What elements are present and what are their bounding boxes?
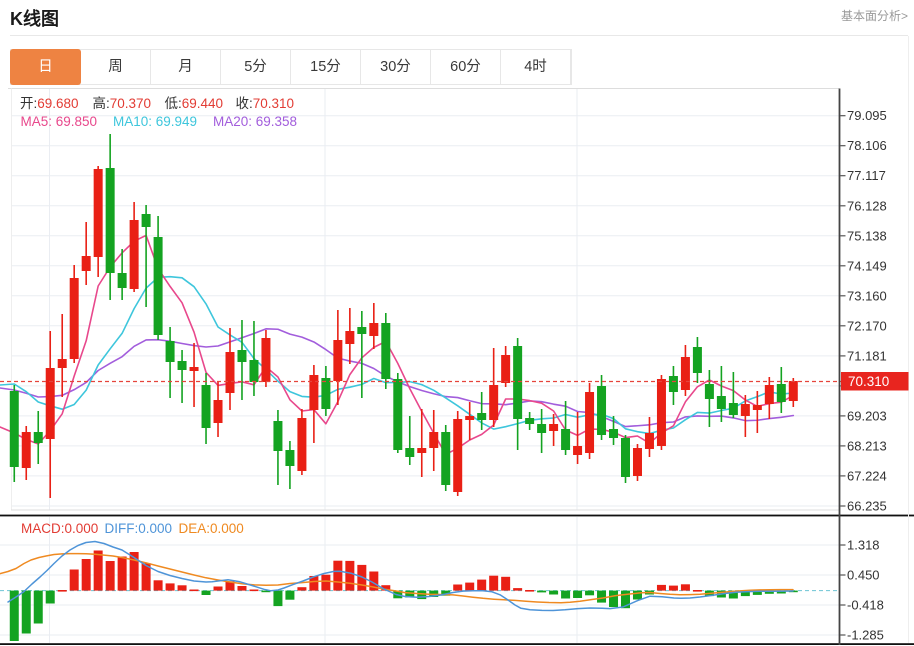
svg-text:76.128: 76.128: [847, 198, 887, 213]
svg-text:-0.418: -0.418: [847, 598, 884, 613]
svg-text:78.106: 78.106: [847, 138, 887, 153]
svg-text:MA5: 69.850: MA5: 69.850: [21, 114, 98, 129]
svg-text:DEA:0.000: DEA:0.000: [179, 521, 244, 536]
svg-text:MA20: 69.358: MA20: 69.358: [213, 114, 297, 129]
svg-text:DIFF:0.000: DIFF:0.000: [105, 521, 173, 536]
svg-text:66.235: 66.235: [847, 499, 887, 514]
svg-text:收:70.310: 收:70.310: [236, 96, 295, 111]
svg-text:0.450: 0.450: [847, 568, 880, 583]
svg-text:开:69.680: 开:69.680: [20, 96, 79, 111]
svg-text:71.181: 71.181: [847, 348, 887, 363]
svg-text:MA10: 69.949: MA10: 69.949: [113, 114, 197, 129]
svg-text:高:70.370: 高:70.370: [93, 95, 152, 111]
svg-text:67.224: 67.224: [847, 468, 887, 483]
svg-text:-1.285: -1.285: [847, 628, 884, 643]
svg-text:77.117: 77.117: [847, 168, 886, 183]
svg-text:73.160: 73.160: [847, 288, 887, 303]
svg-text:75.138: 75.138: [847, 228, 887, 243]
svg-text:低:69.440: 低:69.440: [165, 96, 224, 111]
svg-text:69.203: 69.203: [847, 408, 887, 423]
svg-text:72.170: 72.170: [847, 318, 887, 333]
svg-text:74.149: 74.149: [847, 258, 887, 273]
svg-text:MACD:0.000: MACD:0.000: [21, 521, 98, 536]
svg-text:68.213: 68.213: [847, 438, 887, 453]
svg-text:70.310: 70.310: [848, 374, 889, 389]
svg-text:79.095: 79.095: [847, 108, 887, 123]
svg-text:1.318: 1.318: [847, 538, 880, 553]
